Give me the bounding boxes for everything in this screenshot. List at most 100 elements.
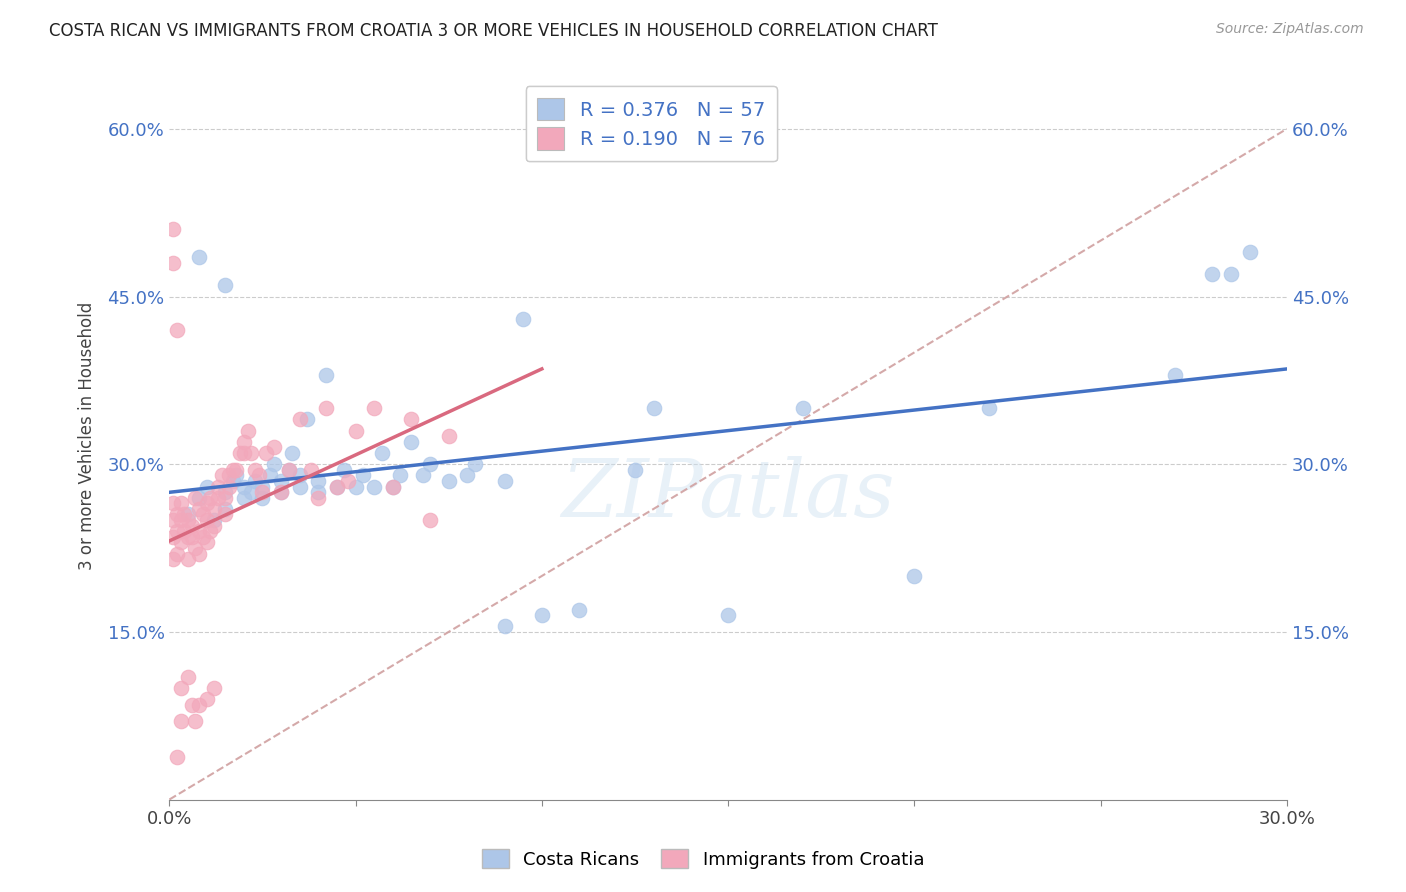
Point xyxy=(184,491,207,505)
Point xyxy=(401,412,423,426)
Point xyxy=(252,479,274,493)
Point xyxy=(243,463,266,477)
Point xyxy=(162,513,184,527)
Point xyxy=(202,681,225,695)
Point xyxy=(307,474,329,488)
Legend: R = 0.376   N = 57, R = 0.190   N = 76: R = 0.376 N = 57, R = 0.190 N = 76 xyxy=(526,87,778,161)
Point xyxy=(643,401,665,416)
Point xyxy=(243,474,266,488)
Point xyxy=(184,541,207,555)
Point xyxy=(315,368,337,382)
Point xyxy=(381,479,404,493)
Point xyxy=(188,251,211,265)
Point xyxy=(270,474,292,488)
Point xyxy=(173,508,195,522)
Point xyxy=(162,222,184,236)
Point xyxy=(166,323,188,337)
Point xyxy=(381,479,404,493)
Point xyxy=(344,424,367,438)
Point xyxy=(218,468,240,483)
Point xyxy=(214,485,236,500)
Point xyxy=(263,441,285,455)
Point xyxy=(169,714,191,729)
Point xyxy=(401,434,423,449)
Point xyxy=(363,479,385,493)
Point xyxy=(177,552,200,566)
Point xyxy=(1220,267,1243,281)
Point xyxy=(188,502,211,516)
Point xyxy=(188,491,211,505)
Point xyxy=(225,463,247,477)
Point xyxy=(326,479,349,493)
Point xyxy=(200,491,222,505)
Text: ZIPatlas: ZIPatlas xyxy=(561,456,894,533)
Point xyxy=(624,463,647,477)
Point xyxy=(195,479,218,493)
Point xyxy=(202,518,225,533)
Point xyxy=(162,530,184,544)
Point xyxy=(370,446,392,460)
Point xyxy=(494,619,516,633)
Point xyxy=(195,535,218,549)
Point xyxy=(299,463,322,477)
Point xyxy=(277,463,299,477)
Point xyxy=(202,513,225,527)
Point xyxy=(177,513,200,527)
Point xyxy=(247,468,270,483)
Point xyxy=(288,468,311,483)
Point xyxy=(307,485,329,500)
Point xyxy=(288,479,311,493)
Point xyxy=(333,463,356,477)
Point xyxy=(195,496,218,510)
Point xyxy=(169,535,191,549)
Point xyxy=(195,513,218,527)
Point xyxy=(232,491,254,505)
Point xyxy=(180,518,202,533)
Point xyxy=(166,524,188,539)
Point xyxy=(344,479,367,493)
Point xyxy=(232,434,254,449)
Point xyxy=(412,468,434,483)
Point xyxy=(254,446,277,460)
Point xyxy=(162,256,184,270)
Point xyxy=(277,463,299,477)
Point xyxy=(307,491,329,505)
Point xyxy=(494,474,516,488)
Point xyxy=(512,311,534,326)
Point xyxy=(166,547,188,561)
Y-axis label: 3 or more Vehicles in Household: 3 or more Vehicles in Household xyxy=(79,302,96,570)
Point xyxy=(456,468,478,483)
Point xyxy=(232,446,254,460)
Point xyxy=(218,479,240,493)
Point xyxy=(211,468,233,483)
Point xyxy=(195,692,218,706)
Point xyxy=(173,524,195,539)
Point xyxy=(221,463,243,477)
Point xyxy=(180,530,202,544)
Point xyxy=(177,530,200,544)
Point xyxy=(419,513,441,527)
Point xyxy=(229,446,252,460)
Point xyxy=(188,524,211,539)
Point xyxy=(464,457,486,471)
Point xyxy=(295,412,318,426)
Point xyxy=(232,479,254,493)
Point xyxy=(180,698,202,712)
Point xyxy=(221,474,243,488)
Point xyxy=(207,491,229,505)
Point xyxy=(315,401,337,416)
Point xyxy=(352,468,374,483)
Point xyxy=(240,485,263,500)
Point xyxy=(977,401,1000,416)
Point xyxy=(568,602,591,616)
Point xyxy=(214,491,236,505)
Legend: Costa Ricans, Immigrants from Croatia: Costa Ricans, Immigrants from Croatia xyxy=(475,842,931,876)
Point xyxy=(1201,267,1223,281)
Point xyxy=(214,502,236,516)
Point xyxy=(1239,244,1261,259)
Point xyxy=(236,424,259,438)
Point xyxy=(162,496,184,510)
Point xyxy=(225,468,247,483)
Point xyxy=(200,524,222,539)
Point xyxy=(191,530,214,544)
